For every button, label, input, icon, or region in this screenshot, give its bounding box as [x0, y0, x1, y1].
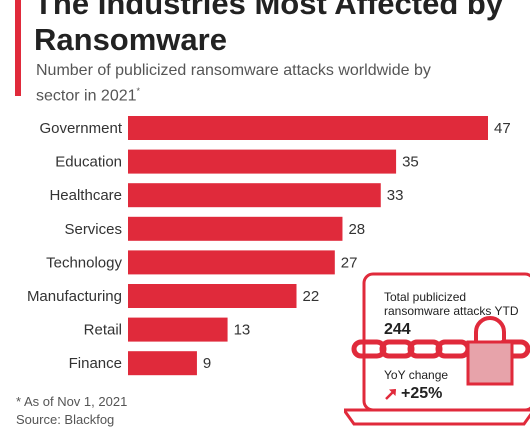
bar-manufacturing	[128, 284, 297, 308]
bar-retail	[128, 317, 228, 342]
total-attacks-value: 244	[384, 321, 411, 338]
bar-finance	[128, 351, 197, 376]
subtitle-text: Number of publicized ransomware attacks …	[36, 62, 431, 105]
yoy-value: +25%	[401, 385, 443, 402]
category-label-government: Government	[39, 120, 122, 137]
bar-education	[128, 149, 397, 174]
arrow-up-right-icon	[385, 389, 396, 400]
footnote-source: Source: Blackfog	[16, 412, 115, 427]
bar-technology	[128, 250, 335, 275]
total-attacks-label: Total publicized ransomware attacks YTD	[384, 290, 519, 318]
title-accent-bar	[15, 0, 21, 96]
chart-subtitle: Number of publicized ransomware attacks …	[36, 60, 436, 106]
value-label-manufacturing: 22	[303, 288, 320, 305]
category-label-education: Education	[55, 154, 122, 171]
category-label-services: Services	[64, 221, 122, 238]
value-label-services: 28	[348, 221, 365, 238]
bar-chart: Government 47 Education 35 Healthcare 33 Servi…	[27, 116, 511, 376]
total-attacks-callout: Total publicized ransomware attacks YTD …	[384, 290, 524, 339]
value-label-healthcare: 33	[387, 187, 404, 204]
bar-healthcare	[128, 183, 381, 208]
category-label-healthcare: Healthcare	[49, 187, 122, 204]
padlock-icon	[466, 316, 514, 386]
value-label-finance: 9	[203, 355, 211, 372]
value-label-technology: 27	[341, 254, 358, 271]
yoy-callout: YoY change +25%	[384, 368, 504, 403]
laptop-base	[344, 408, 530, 426]
footnote-note: * As of Nov 1, 2021	[16, 394, 128, 409]
yoy-row: +25%	[384, 385, 504, 403]
value-label-government: 47	[494, 120, 511, 137]
chart-title: The Industries Most Affected by Ransomwa…	[34, 0, 504, 57]
category-label-retail: Retail	[84, 322, 122, 339]
yoy-label: YoY change	[384, 368, 449, 382]
category-label-manufacturing: Manufacturing	[27, 288, 122, 305]
category-label-finance: Finance	[69, 355, 122, 372]
bar-government	[128, 116, 488, 140]
bar-services	[128, 216, 343, 241]
subtitle-asterisk: *	[136, 86, 141, 96]
category-label-technology: Technology	[46, 254, 122, 271]
laptop-icon	[344, 272, 530, 426]
value-label-education: 35	[402, 154, 419, 171]
value-label-retail: 13	[234, 322, 251, 339]
footnote: * As of Nov 1, 2021 Source: Blackfog	[16, 393, 127, 429]
